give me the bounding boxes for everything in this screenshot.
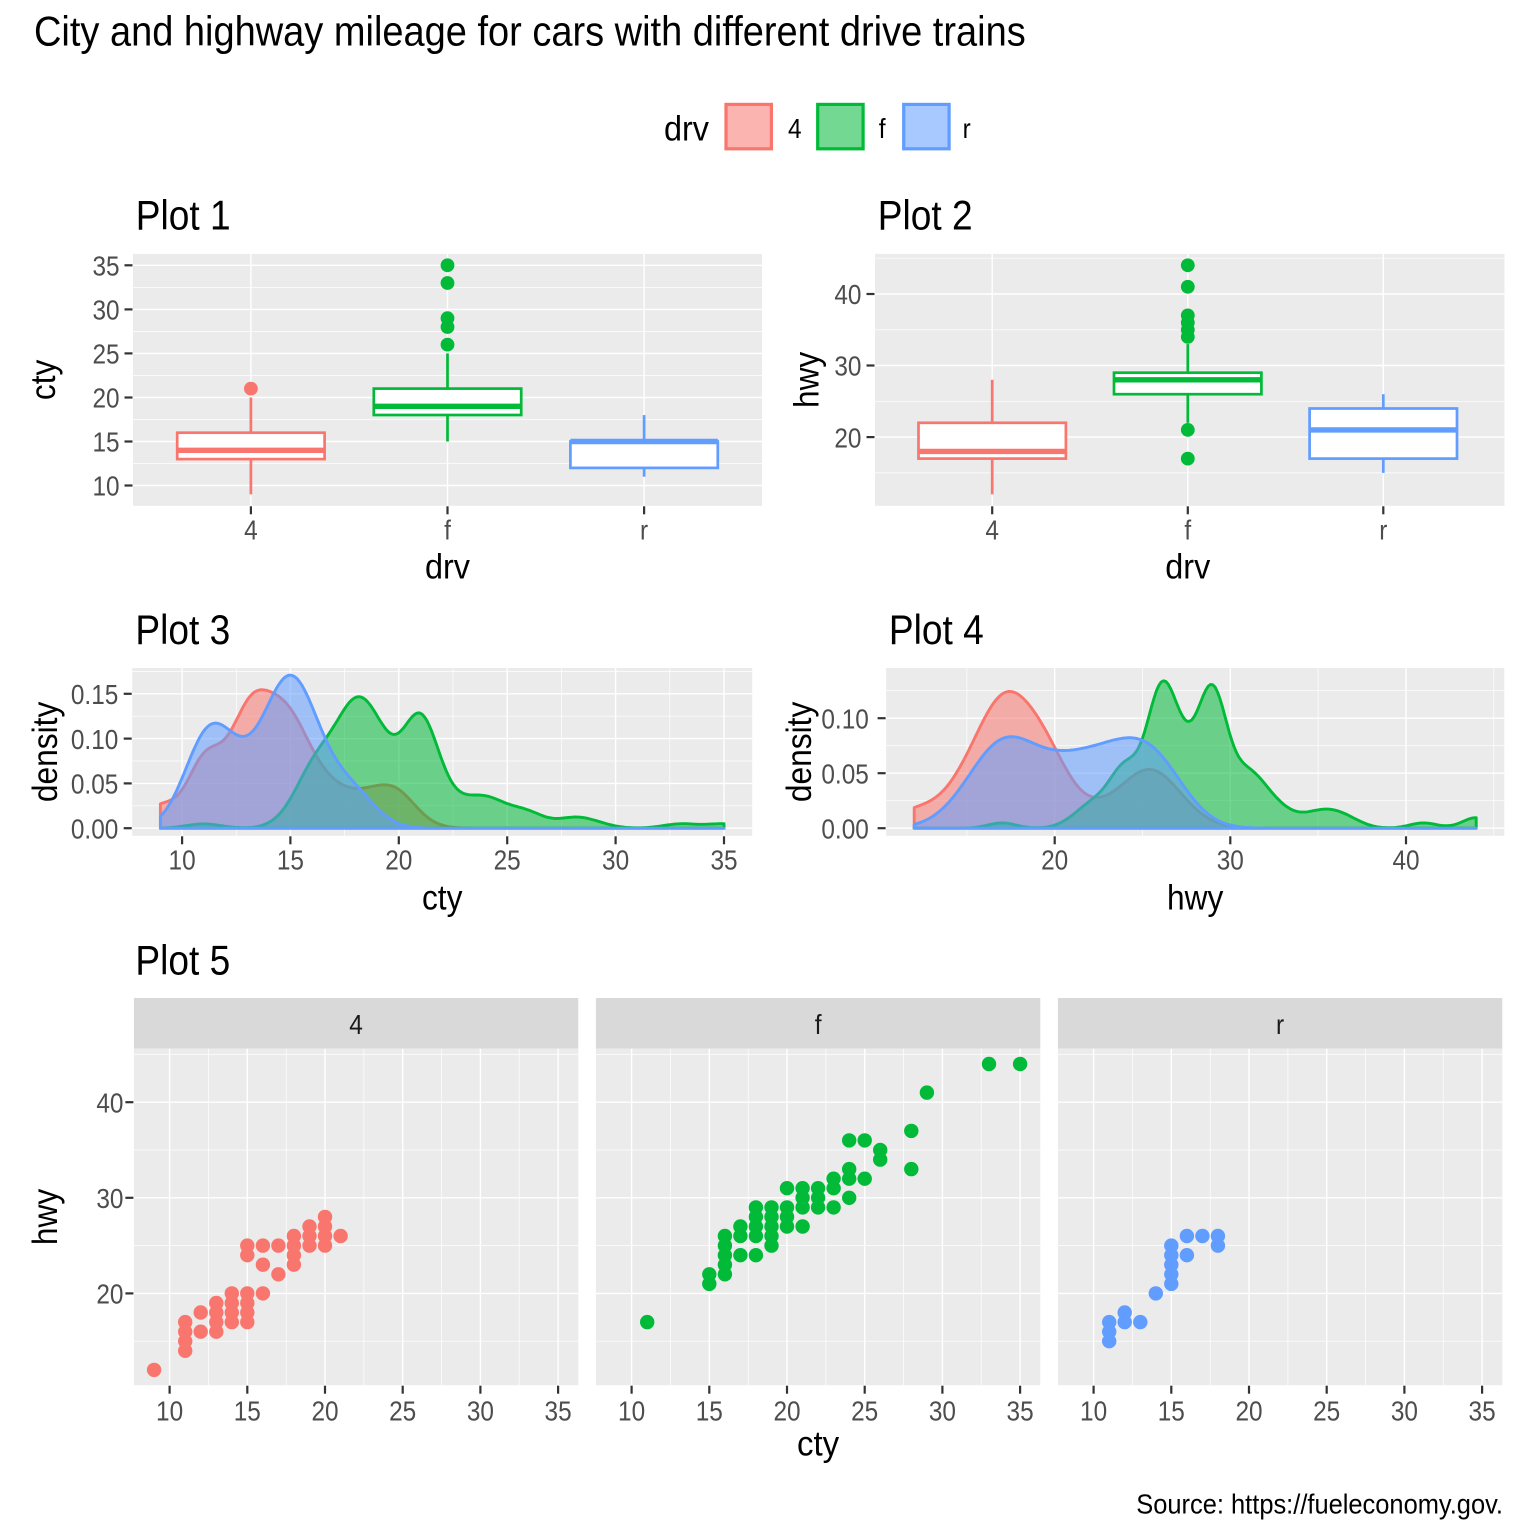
svg-text:25: 25 (93, 339, 120, 370)
svg-text:0.10: 0.10 (71, 724, 118, 755)
svg-text:40: 40 (1392, 845, 1419, 876)
svg-text:cty: cty (24, 359, 63, 400)
svg-text:25: 25 (851, 1395, 878, 1426)
svg-text:25: 25 (389, 1395, 416, 1426)
svg-text:r: r (640, 515, 648, 546)
svg-text:35: 35 (1007, 1395, 1034, 1426)
svg-text:4: 4 (349, 1009, 363, 1040)
svg-text:30: 30 (1391, 1395, 1418, 1426)
svg-text:r: r (963, 113, 971, 144)
svg-text:cty: cty (422, 879, 463, 918)
svg-text:0.15: 0.15 (71, 679, 118, 710)
svg-text:10: 10 (156, 1395, 183, 1426)
svg-text:Plot 4: Plot 4 (889, 606, 984, 653)
svg-text:Plot 2: Plot 2 (878, 192, 973, 239)
svg-text:20: 20 (93, 383, 120, 414)
svg-text:15: 15 (234, 1395, 261, 1426)
svg-text:10: 10 (93, 471, 120, 502)
svg-text:4: 4 (788, 113, 802, 144)
svg-text:20: 20 (834, 422, 861, 453)
svg-text:density: density (780, 701, 819, 802)
svg-text:drv: drv (425, 548, 470, 587)
svg-text:20: 20 (1235, 1395, 1262, 1426)
svg-text:25: 25 (494, 845, 521, 876)
svg-text:15: 15 (93, 427, 120, 458)
svg-text:hwy: hwy (26, 1188, 65, 1245)
svg-text:cty: cty (797, 1425, 840, 1464)
svg-text:30: 30 (929, 1395, 956, 1426)
svg-text:f: f (1184, 515, 1191, 546)
svg-text:r: r (1276, 1009, 1284, 1040)
svg-text:30: 30 (834, 351, 861, 382)
svg-text:0.10: 0.10 (821, 703, 868, 734)
svg-text:hwy: hwy (788, 351, 827, 408)
svg-text:4: 4 (985, 515, 999, 546)
svg-text:Plot 1: Plot 1 (136, 192, 231, 239)
svg-text:drv: drv (664, 109, 709, 148)
svg-text:10: 10 (618, 1395, 645, 1426)
svg-text:15: 15 (1158, 1395, 1185, 1426)
svg-text:Source: https://fueleconomy.go: Source: https://fueleconomy.gov. (1136, 1489, 1503, 1520)
svg-text:35: 35 (545, 1395, 572, 1426)
svg-text:20: 20 (385, 845, 412, 876)
svg-text:20: 20 (1041, 845, 1068, 876)
svg-text:drv: drv (1165, 548, 1210, 587)
svg-text:35: 35 (710, 845, 737, 876)
svg-text:40: 40 (96, 1087, 123, 1118)
svg-text:35: 35 (93, 251, 120, 282)
svg-text:20: 20 (96, 1279, 123, 1310)
svg-text:10: 10 (1080, 1395, 1107, 1426)
svg-text:30: 30 (1217, 845, 1244, 876)
svg-text:f: f (444, 515, 451, 546)
svg-text:25: 25 (1313, 1395, 1340, 1426)
svg-text:4: 4 (244, 515, 258, 546)
svg-text:20: 20 (311, 1395, 338, 1426)
svg-text:30: 30 (96, 1183, 123, 1214)
svg-text:15: 15 (277, 845, 304, 876)
svg-text:15: 15 (696, 1395, 723, 1426)
svg-text:20: 20 (773, 1395, 800, 1426)
svg-text:0.00: 0.00 (821, 813, 868, 844)
svg-text:density: density (26, 701, 65, 802)
svg-text:Plot 5: Plot 5 (135, 936, 230, 983)
svg-text:0.05: 0.05 (71, 769, 118, 800)
svg-text:0.05: 0.05 (821, 758, 868, 789)
svg-text:30: 30 (467, 1395, 494, 1426)
svg-text:30: 30 (93, 295, 120, 326)
svg-text:30: 30 (602, 845, 629, 876)
svg-text:City and highway mileage for c: City and highway mileage for cars with d… (34, 8, 1026, 55)
svg-text:f: f (815, 1009, 822, 1040)
svg-text:Plot 3: Plot 3 (135, 606, 230, 653)
svg-text:0.00: 0.00 (71, 813, 118, 844)
svg-text:10: 10 (169, 845, 196, 876)
svg-text:35: 35 (1469, 1395, 1496, 1426)
svg-text:r: r (1379, 515, 1387, 546)
svg-text:f: f (879, 113, 886, 144)
svg-text:hwy: hwy (1167, 879, 1224, 918)
svg-text:40: 40 (834, 279, 861, 310)
